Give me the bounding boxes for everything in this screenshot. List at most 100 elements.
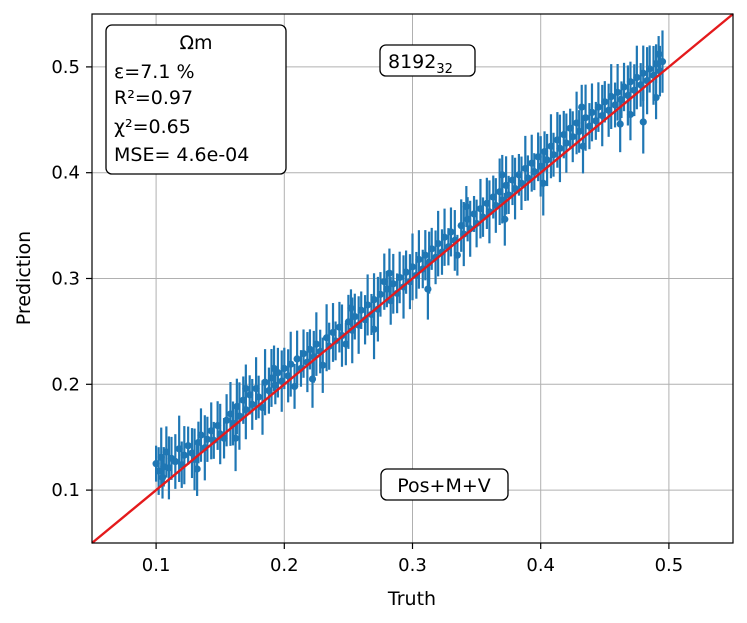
data-point	[385, 269, 394, 277]
data-point	[646, 65, 654, 73]
data-point	[342, 340, 350, 348]
data-point	[464, 215, 472, 223]
ticks: 0.1 0.2 0.3 0.4 0.5 0.1 0.2 0.3 0.4 0.5	[51, 57, 683, 576]
x-tick-label: 0.1	[142, 555, 171, 576]
data-point	[252, 384, 260, 393]
data-point	[188, 449, 196, 457]
data-point	[207, 427, 215, 435]
data-point	[157, 453, 165, 461]
data-point	[193, 465, 201, 473]
data-point	[581, 114, 590, 122]
data-point	[265, 387, 273, 395]
data-point	[271, 381, 279, 389]
data-point	[569, 133, 577, 141]
data-point	[175, 445, 183, 453]
data-point	[630, 86, 638, 94]
data-point	[515, 171, 523, 179]
y-tick-label: 0.1	[51, 480, 80, 501]
data-point	[242, 384, 250, 393]
data-point	[453, 251, 461, 259]
data-point	[415, 255, 423, 264]
data-point	[299, 350, 308, 358]
data-point	[389, 280, 397, 288]
data-point	[639, 69, 647, 77]
data-point	[498, 171, 506, 179]
data-point	[278, 377, 286, 385]
svg-text:819232: 819232	[388, 51, 453, 77]
data-point	[287, 360, 295, 368]
data-point	[293, 355, 301, 363]
data-point	[547, 142, 555, 150]
y-axis-label: Prediction	[13, 231, 35, 325]
data-point	[585, 122, 594, 130]
data-point	[658, 58, 667, 66]
data-point	[248, 400, 256, 409]
data-point	[534, 153, 542, 161]
data-point	[616, 120, 624, 128]
data-point	[284, 372, 292, 380]
data-point	[370, 325, 378, 333]
x-tick-label: 0.2	[270, 555, 299, 576]
data-point	[566, 124, 574, 132]
stats-line-epsilon: ε=7.1 %	[114, 61, 195, 83]
x-tick-label: 0.5	[655, 555, 684, 576]
reference-line	[91, 13, 734, 544]
data-point	[578, 103, 586, 111]
data-point	[242, 406, 250, 414]
data-point	[184, 442, 192, 450]
stats-line-r2: R²=0.97	[114, 87, 193, 109]
data-point	[562, 139, 570, 147]
data-point	[511, 184, 519, 193]
y-tick-label: 0.4	[51, 163, 80, 184]
data-point	[588, 108, 596, 116]
data-point	[626, 110, 635, 119]
data-point	[270, 364, 278, 373]
data-point	[165, 464, 173, 472]
data-point	[351, 312, 359, 321]
data-point	[258, 403, 267, 412]
data-point	[424, 285, 432, 293]
data-point	[396, 273, 404, 282]
y-tick-label: 0.2	[51, 374, 80, 395]
data-point	[601, 98, 609, 106]
data-point	[457, 222, 465, 230]
y-tick-label: 0.3	[51, 269, 80, 290]
data-point	[521, 164, 529, 173]
data-point	[543, 156, 551, 164]
resolution-tag-subscript: 32	[436, 62, 453, 77]
data-point	[537, 162, 545, 170]
data-point	[203, 435, 211, 443]
data-point	[530, 168, 538, 176]
data-point	[483, 199, 491, 207]
data-point	[323, 334, 331, 342]
data-point	[502, 181, 510, 189]
data-point	[440, 233, 449, 241]
data-point	[539, 179, 547, 187]
data-point	[598, 111, 606, 120]
x-axis-label: Truth	[387, 588, 436, 610]
data-point	[517, 179, 526, 187]
data-point	[549, 151, 558, 159]
stats-line-mse: MSE= 4.6e-04	[114, 144, 249, 166]
data-point	[261, 378, 269, 386]
stats-heading: Ωm	[179, 32, 212, 54]
data-point	[572, 119, 581, 127]
data-point	[171, 457, 179, 466]
x-tick-label: 0.4	[526, 555, 555, 576]
data-point	[421, 251, 429, 259]
data-point	[496, 188, 504, 196]
data-point	[246, 391, 254, 399]
data-point	[235, 412, 244, 420]
data-point	[152, 460, 160, 468]
data-point	[180, 451, 188, 459]
features-tag: Pos+M+V	[380, 468, 509, 501]
data-point	[290, 382, 299, 391]
data-point	[594, 103, 602, 111]
data-point	[226, 410, 235, 418]
data-point	[239, 396, 247, 404]
data-point	[624, 91, 632, 100]
data-point	[158, 473, 167, 482]
data-point	[280, 364, 288, 373]
data-point	[611, 101, 619, 109]
data-point	[231, 434, 240, 442]
